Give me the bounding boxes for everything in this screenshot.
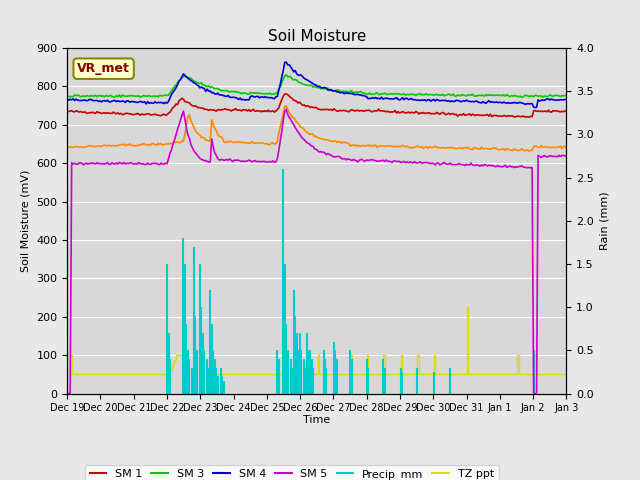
SM 3 (563, 93, 570, 98)
SM 5 (173, 127, 181, 132)
SM 4 (563, 96, 570, 102)
SM 3 (282, 72, 290, 78)
Line: SM 4: SM 4 (67, 62, 566, 108)
SM 5 (63, 391, 71, 396)
Y-axis label: Soil Moisture (mV): Soil Moisture (mV) (20, 169, 31, 272)
SM 4 (63, 96, 71, 102)
SM 4 (531, 105, 539, 110)
SM 4 (69, 96, 77, 102)
SM 1 (563, 108, 570, 114)
SM 5 (479, 163, 487, 169)
TZ ppt (214, 372, 221, 377)
SM 1 (473, 112, 481, 118)
SM 3 (212, 85, 220, 91)
SM 1 (345, 109, 353, 115)
SM 3 (173, 80, 181, 85)
SM 1 (521, 114, 529, 120)
SM 4 (282, 59, 290, 65)
SM 5 (563, 154, 570, 159)
SM 1 (63, 108, 71, 114)
SM 2 (212, 128, 220, 133)
TZ ppt (71, 372, 79, 377)
TZ ppt (68, 372, 76, 377)
Line: SM 1: SM 1 (67, 94, 566, 117)
SM 3 (518, 95, 525, 100)
SM 1 (479, 113, 487, 119)
SM 2 (173, 139, 181, 145)
SM 5 (69, 161, 77, 167)
SM 2 (69, 144, 77, 150)
TZ ppt (481, 372, 488, 377)
SM 4 (173, 82, 181, 88)
TZ ppt (63, 352, 71, 358)
TZ ppt (563, 372, 570, 377)
SM 5 (282, 107, 290, 112)
SM 1 (69, 109, 77, 115)
SM 1 (281, 91, 289, 97)
SM 2 (63, 144, 71, 150)
SM 3 (345, 90, 353, 96)
SM 4 (212, 91, 220, 97)
SM 4 (345, 90, 353, 96)
TZ ppt (345, 372, 353, 377)
Y-axis label: Rain (mm): Rain (mm) (600, 192, 609, 250)
SM 2 (525, 149, 533, 155)
SM 5 (212, 152, 220, 158)
Line: SM 5: SM 5 (67, 109, 566, 394)
TZ ppt (463, 304, 470, 310)
Title: Soil Moisture: Soil Moisture (268, 29, 366, 44)
SM 3 (63, 93, 71, 99)
Line: SM 2: SM 2 (67, 106, 566, 152)
TZ ppt (175, 352, 183, 358)
SM 3 (473, 93, 481, 98)
SM 1 (212, 108, 220, 114)
SM 3 (479, 92, 487, 98)
Line: SM 3: SM 3 (67, 75, 566, 97)
SM 4 (479, 99, 487, 105)
TZ ppt (475, 372, 483, 377)
Line: TZ ppt: TZ ppt (67, 307, 566, 374)
SM 2 (282, 103, 290, 109)
SM 3 (69, 94, 77, 99)
SM 5 (531, 391, 539, 397)
X-axis label: Time: Time (303, 415, 330, 425)
SM 5 (345, 156, 353, 162)
Legend: SM 1, SM 2, SM 3, SM 4, SM 5, Precip_mm, TZ ppt: SM 1, SM 2, SM 3, SM 4, SM 5, Precip_mm,… (85, 465, 499, 480)
SM 2 (473, 146, 481, 152)
SM 5 (473, 162, 481, 168)
SM 2 (479, 146, 487, 152)
Text: VR_met: VR_met (77, 62, 130, 75)
SM 1 (173, 102, 181, 108)
SM 4 (473, 98, 481, 104)
SM 2 (563, 145, 570, 151)
SM 2 (345, 141, 353, 147)
